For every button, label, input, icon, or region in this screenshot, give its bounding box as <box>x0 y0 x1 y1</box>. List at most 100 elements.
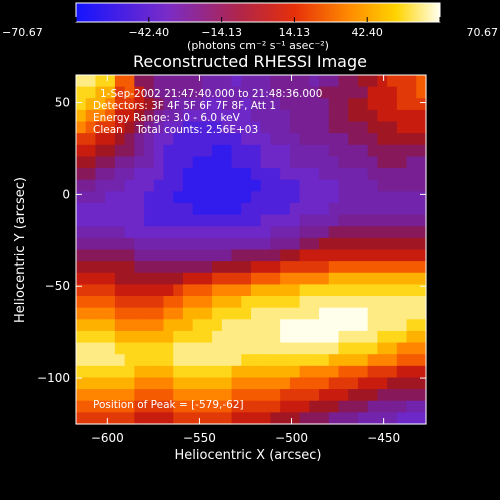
heatmap-cell <box>114 202 126 216</box>
heatmap-cell <box>328 202 340 216</box>
heatmap-cell <box>105 307 116 320</box>
heatmap-cell <box>144 307 155 320</box>
heatmap-cell <box>163 86 174 99</box>
heatmap-cell <box>251 237 262 251</box>
heatmap-cell <box>105 109 116 123</box>
heatmap-cell <box>192 168 203 181</box>
heatmap-cell <box>319 284 330 297</box>
heatmap-cell <box>367 400 378 413</box>
heatmap-cell <box>387 249 398 262</box>
heatmap-cell <box>153 133 165 146</box>
heatmap-cell <box>163 296 174 309</box>
heatmap-cell <box>182 377 194 390</box>
heatmap-cell <box>260 261 272 274</box>
heatmap-cell <box>173 319 184 332</box>
heatmap-cell <box>212 272 223 285</box>
heatmap-cell <box>387 272 398 285</box>
heatmap-cell <box>357 377 369 390</box>
heatmap-cell <box>416 307 427 320</box>
heatmap-cell <box>153 319 165 332</box>
heatmap-cell <box>396 412 408 425</box>
heatmap-cell <box>182 98 194 111</box>
heatmap-image <box>76 75 427 425</box>
heatmap-cell <box>173 133 184 146</box>
heatmap-cell <box>76 365 87 379</box>
heatmap-cell <box>144 214 155 227</box>
heatmap-cell <box>387 214 398 227</box>
heatmap-cell <box>299 319 310 332</box>
heatmap-cell <box>153 377 165 390</box>
heatmap-cell <box>416 249 427 262</box>
heatmap-cell <box>76 307 87 320</box>
heatmap-cell <box>241 86 252 99</box>
heatmap-cell <box>280 214 291 227</box>
heatmap-cell <box>192 191 203 204</box>
heatmap-cell <box>387 296 398 309</box>
heatmap-cell <box>105 144 116 158</box>
heatmap-cell <box>241 179 252 192</box>
heatmap-cell <box>280 237 291 251</box>
heatmap-cell <box>280 354 291 367</box>
heatmap-cell <box>182 365 194 379</box>
heatmap-cell <box>95 342 106 355</box>
heatmap-cell <box>221 342 233 355</box>
heatmap-cell <box>319 342 330 355</box>
annotation-time-range: 1-Sep-2002 21:47:40.000 to 21:48:36.000 <box>100 88 322 100</box>
heatmap-cell <box>289 307 301 320</box>
colorbar-tick-label: 42.40 <box>351 26 383 39</box>
heatmap-cell <box>416 296 427 309</box>
heatmap-cell <box>270 319 281 332</box>
heatmap-cell <box>319 272 330 285</box>
heatmap-cell <box>95 400 106 413</box>
heatmap-cell <box>406 109 417 123</box>
heatmap-cell <box>144 98 155 111</box>
heatmap-cell <box>280 249 291 262</box>
heatmap-cell <box>212 296 223 309</box>
heatmap-cell <box>367 156 378 169</box>
heatmap-cell <box>105 354 116 367</box>
heatmap-cell <box>289 191 301 204</box>
heatmap-cell <box>387 98 398 111</box>
heatmap-cell <box>367 389 378 402</box>
heatmap-cell <box>270 272 281 285</box>
heatmap-cell <box>348 86 359 99</box>
heatmap-cell <box>241 249 252 262</box>
heatmap-cell <box>114 144 126 158</box>
heatmap-cell <box>163 179 174 192</box>
heatmap-cell <box>114 121 126 134</box>
heatmap-cell <box>289 272 301 285</box>
heatmap-cell <box>192 156 203 169</box>
heatmap-cell <box>348 98 359 111</box>
heatmap-cell <box>85 389 97 402</box>
heatmap-cell <box>387 354 398 367</box>
heatmap-cell <box>377 284 388 297</box>
heatmap-cell <box>299 342 310 355</box>
heatmap-cell <box>231 98 242 111</box>
heatmap-cell <box>76 86 87 99</box>
heatmap-cell <box>280 342 291 355</box>
heatmap-cell <box>309 319 320 332</box>
heatmap-cell <box>153 249 165 262</box>
heatmap-cell <box>251 226 262 239</box>
heatmap-cell <box>134 109 145 123</box>
heatmap-cell <box>289 296 301 309</box>
heatmap-cell <box>387 342 398 355</box>
chart-title: Reconstructed RHESSI Image <box>133 52 367 71</box>
heatmap-cell <box>406 400 417 413</box>
heatmap-cell <box>251 109 262 123</box>
heatmap-cell <box>289 342 301 355</box>
heatmap-cell <box>396 75 408 88</box>
heatmap-cell <box>367 214 378 227</box>
heatmap-cell <box>260 412 272 425</box>
heatmap-cell <box>416 109 427 123</box>
heatmap-cell <box>192 330 203 344</box>
heatmap-cell <box>105 237 116 251</box>
heatmap-cell <box>231 168 242 181</box>
colorbar-tick-label: −14.13 <box>201 26 242 39</box>
heatmap-cell <box>260 214 272 227</box>
heatmap-cell <box>182 342 194 355</box>
heatmap-cell <box>280 144 291 158</box>
heatmap-cell <box>202 377 213 390</box>
heatmap-cell <box>260 354 272 367</box>
heatmap-cell <box>192 214 203 227</box>
